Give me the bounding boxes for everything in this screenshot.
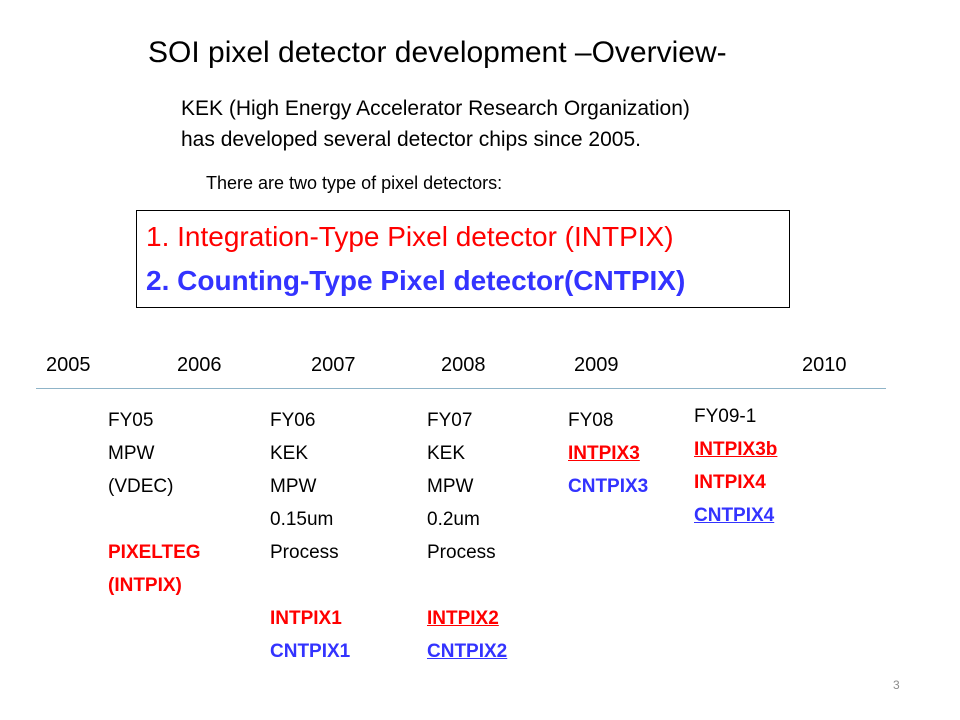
fy09-1-label: FY09-1 [694, 406, 757, 427]
timeline-column-fy09-1: FY09-1 INTPIX3b INTPIX4 CNTPIX4 [694, 400, 777, 532]
fy06-line-process-size: 0.15um [270, 509, 334, 530]
intro-line-2: has developed several detector chips sin… [181, 128, 641, 151]
year-2005: 2005 [46, 354, 91, 376]
fy07-spacer [427, 569, 507, 602]
year-2008: 2008 [441, 354, 486, 376]
fy06-line-mpw: MPW [270, 476, 317, 497]
fy07-line-kek: KEK [427, 443, 466, 464]
fy05-chip-intpix: (INTPIX) [108, 575, 182, 596]
detector-types-note: There are two type of pixel detectors: [206, 173, 503, 193]
timeline-column-fy07: FY07 KEK MPW 0.2um Process INTPIX2 CNTPI… [427, 404, 507, 668]
fy09-1-chip-cntpix4-link[interactable]: CNTPIX4 [694, 505, 775, 526]
intro-line-1: KEK (High Energy Accelerator Research Or… [181, 97, 690, 120]
fy06-spacer [270, 569, 350, 602]
fy06-line-process: Process [270, 542, 339, 563]
timeline-column-fy05: FY05 MPW (VDEC) PIXELTEG (INTPIX) [108, 404, 201, 602]
fy07-chip-intpix2-link[interactable]: INTPIX2 [427, 608, 499, 629]
fy07-line-process-size: 0.2um [427, 509, 480, 530]
fy07-line-process: Process [427, 542, 496, 563]
fy09-1-chip-intpix3b-link[interactable]: INTPIX3b [694, 439, 778, 460]
page-number: 3 [893, 678, 900, 692]
timeline-column-fy08: FY08 INTPIX3 CNTPIX3 [568, 404, 648, 503]
fy05-chip-pixelteg: PIXELTEG [108, 542, 201, 563]
fy07-line-mpw: MPW [427, 476, 474, 497]
fy06-label: FY06 [270, 410, 316, 431]
year-2009: 2009 [574, 354, 619, 376]
detector-type-counting: 2. Counting-Type Pixel detector(CNTPIX) [146, 265, 686, 296]
year-2007: 2007 [311, 354, 356, 376]
fy06-chip-intpix1: INTPIX1 [270, 608, 342, 629]
fy06-chip-cntpix1: CNTPIX1 [270, 641, 351, 662]
slide-title: SOI pixel detector development –Overview… [148, 36, 727, 69]
fy05-line-vdec: (VDEC) [108, 476, 174, 497]
fy07-label: FY07 [427, 410, 473, 431]
year-2006: 2006 [177, 354, 222, 376]
fy08-label: FY08 [568, 410, 614, 431]
timeline-column-fy06: FY06 KEK MPW 0.15um Process INTPIX1 CNTP… [270, 404, 350, 668]
fy05-label: FY05 [108, 410, 154, 431]
detector-types-box [136, 210, 790, 308]
detector-type-integration: 1. Integration-Type Pixel detector (INTP… [146, 221, 674, 252]
fy06-line-kek: KEK [270, 443, 309, 464]
fy05-line-mpw: MPW [108, 443, 155, 464]
fy08-chip-intpix3-link[interactable]: INTPIX3 [568, 443, 640, 464]
fy08-chip-cntpix3: CNTPIX3 [568, 476, 649, 497]
timeline-line [36, 388, 886, 389]
year-2010: 2010 [802, 354, 847, 376]
fy07-chip-cntpix2-link[interactable]: CNTPIX2 [427, 641, 508, 662]
fy09-1-chip-intpix4: INTPIX4 [694, 472, 766, 493]
fy05-spacer [108, 503, 201, 536]
